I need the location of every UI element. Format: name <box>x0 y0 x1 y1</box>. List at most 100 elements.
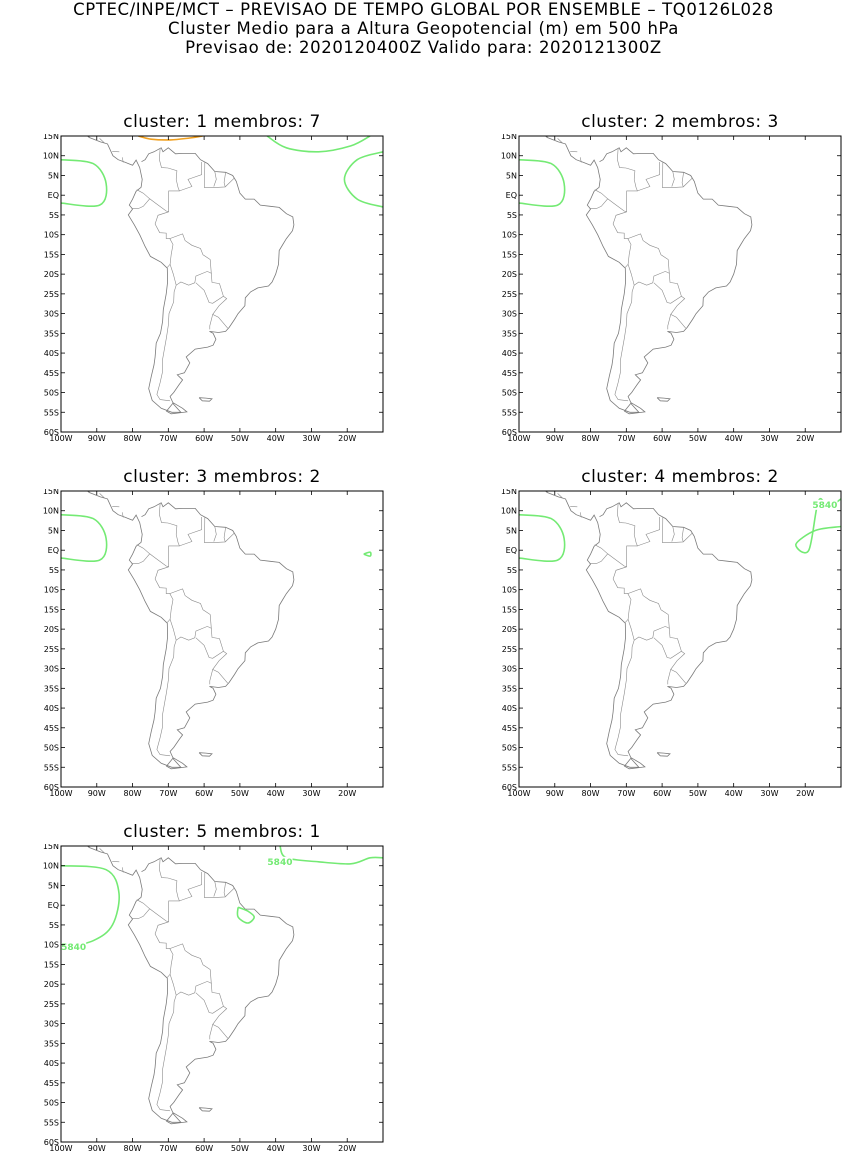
lon-label: 90W <box>546 434 564 443</box>
lon-label: 50W <box>689 434 707 443</box>
lat-label: 30S <box>502 665 517 674</box>
lat-label: 35S <box>44 329 59 338</box>
lon-label: 40W <box>267 434 285 443</box>
panel-title: cluster: 2 membros: 3 <box>518 112 842 132</box>
lat-label: 25S <box>44 290 59 299</box>
lat-label: 55S <box>44 1118 59 1127</box>
lon-label: 50W <box>231 1144 249 1153</box>
lon-label: 20W <box>338 789 356 798</box>
map-panel-cluster-2: cluster: 2 membros: 3 584058005700560055… <box>458 112 842 452</box>
lat-label: EQ <box>48 901 59 910</box>
lat-label: 15S <box>44 960 59 969</box>
lon-label: 80W <box>582 789 600 798</box>
lat-label: 15N <box>43 844 59 851</box>
lat-label: 25S <box>44 1000 59 1009</box>
lat-label: 40S <box>44 704 59 713</box>
lat-label: 10S <box>502 231 517 240</box>
lon-label: 90W <box>88 434 106 443</box>
lat-label: 25S <box>502 290 517 299</box>
lon-label: 70W <box>159 789 177 798</box>
lon-label: 60W <box>195 1144 213 1153</box>
lat-label: 20S <box>502 625 517 634</box>
lat-label: EQ <box>48 191 59 200</box>
lon-label: 80W <box>124 434 142 443</box>
lon-label: 90W <box>546 789 564 798</box>
lat-label: 35S <box>44 684 59 693</box>
lat-label: 45S <box>502 724 517 733</box>
geopotential-map: 5840584058005700560056005500540053005200… <box>0 134 384 452</box>
lat-label: 5S <box>49 921 59 930</box>
lat-label: 10S <box>44 586 59 595</box>
header-dates: Previsao de: 2020120400Z Valido para: 20… <box>0 38 847 57</box>
lat-label: 45S <box>502 369 517 378</box>
lat-label: 5N <box>48 881 59 890</box>
lat-label: 15S <box>44 605 59 614</box>
lon-label: 70W <box>159 1144 177 1153</box>
geopotential-map: 5840580057005600550054005400530015N10N5N… <box>0 489 384 807</box>
lon-label: 20W <box>796 434 814 443</box>
lat-label: 15S <box>44 250 59 259</box>
lat-label: 15N <box>501 489 517 496</box>
lon-label: 40W <box>267 1144 285 1153</box>
lon-label: 30W <box>760 789 778 798</box>
lat-label: 5S <box>507 566 517 575</box>
map-panel-cluster-1: cluster: 1 membros: 7 584058405800570056… <box>0 112 384 452</box>
lat-label: 5S <box>507 211 517 220</box>
lat-label: 35S <box>44 1039 59 1048</box>
lat-label: 10S <box>502 586 517 595</box>
lat-label: 50S <box>44 389 59 398</box>
lon-label: 30W <box>302 434 320 443</box>
panel-title: cluster: 3 membros: 2 <box>60 467 384 487</box>
lon-label: 20W <box>338 1144 356 1153</box>
lon-label: 90W <box>88 1144 106 1153</box>
lat-label: 5N <box>48 526 59 535</box>
lat-label: 15N <box>501 134 517 141</box>
lat-label: 35S <box>502 329 517 338</box>
lat-label: 40S <box>44 1059 59 1068</box>
lat-label: 45S <box>44 724 59 733</box>
lon-label: 50W <box>231 434 249 443</box>
lat-label: 10S <box>44 941 59 950</box>
map-frame-background <box>61 136 383 432</box>
lat-label: 40S <box>502 704 517 713</box>
figure-header: CPTEC/INPE/MCT – PREVISAO DE TEMPO GLOBA… <box>0 0 847 57</box>
lat-label: EQ <box>48 546 59 555</box>
lat-label: 50S <box>502 744 517 753</box>
lat-label: 5N <box>48 171 59 180</box>
lon-label: 60W <box>653 434 671 443</box>
lat-label: 45S <box>44 369 59 378</box>
lon-label: 30W <box>302 789 320 798</box>
contour-label: 5840 <box>267 858 292 868</box>
lat-label: 10N <box>43 152 59 161</box>
lon-label: 50W <box>689 789 707 798</box>
lat-label: 50S <box>44 1099 59 1108</box>
lat-label: 30S <box>44 1020 59 1029</box>
panel-title: cluster: 4 membros: 2 <box>518 467 842 487</box>
map-panel-cluster-4: cluster: 4 membros: 2 584058005700560055… <box>458 467 842 807</box>
lon-label: 90W <box>88 789 106 798</box>
lon-label: 100W <box>507 789 530 798</box>
lat-label: 10N <box>501 152 517 161</box>
lat-label: 5N <box>506 526 517 535</box>
lat-label: 15N <box>43 489 59 496</box>
lat-label: EQ <box>506 546 517 555</box>
lat-label: 40S <box>44 349 59 358</box>
map-frame-background <box>519 136 841 432</box>
map-panel-cluster-3: cluster: 3 membros: 2 584058005700560055… <box>0 467 384 807</box>
geopotential-map: 5840580057005600550054005300520058405840… <box>0 844 384 1162</box>
lat-label: 10N <box>43 862 59 871</box>
panel-title: cluster: 5 membros: 1 <box>60 822 384 842</box>
lon-label: 60W <box>195 434 213 443</box>
lat-label: 55S <box>44 408 59 417</box>
lat-label: 55S <box>502 408 517 417</box>
map-frame-background <box>519 491 841 787</box>
lon-label: 40W <box>267 789 285 798</box>
lon-label: 70W <box>617 789 635 798</box>
map-frame-background <box>61 846 383 1142</box>
lon-label: 100W <box>49 1144 72 1153</box>
lat-label: 25S <box>44 645 59 654</box>
lat-label: 10N <box>43 507 59 516</box>
lon-label: 100W <box>49 789 72 798</box>
lat-label: 55S <box>502 763 517 772</box>
header-subtitle: Cluster Medio para a Altura Geopotencial… <box>0 19 847 38</box>
